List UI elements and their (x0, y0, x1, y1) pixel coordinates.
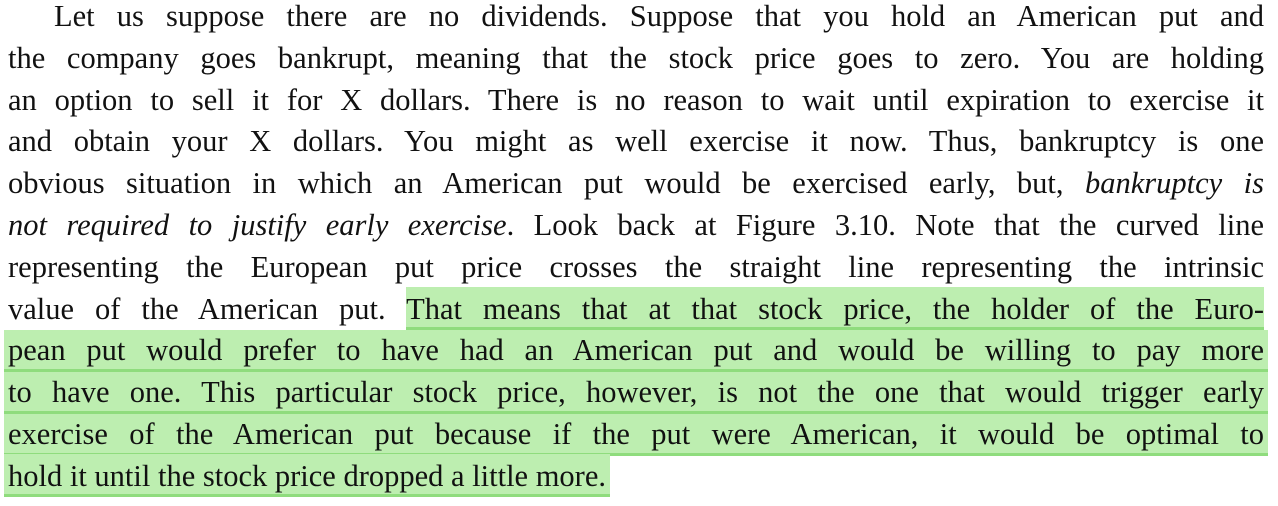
highlighted-text[interactable]: exercise of the American put because if … (8, 416, 1264, 451)
text-segment: obvious situation in which an American p… (8, 166, 1085, 201)
text-segment: and obtain your X dollars. You might as … (8, 124, 1264, 159)
text-line: value of the American put. That means th… (8, 286, 1265, 331)
text-segment: . Look back at Figure 3.10. Note that th… (506, 207, 1264, 242)
text-line: representing the European put price cros… (8, 247, 1264, 289)
text-line: not required to justify early exercise. … (8, 205, 1264, 247)
highlighted-line[interactable]: to have one. This particular stock price… (4, 372, 1268, 414)
text-segment: representing the European put price cros… (8, 249, 1264, 284)
italic-emphasis: bankruptcy is (1084, 166, 1264, 201)
text-line: and obtain your X dollars. You might as … (8, 121, 1264, 163)
text-segment: Let us suppose there are no dividends. S… (54, 0, 1264, 33)
italic-emphasis: not required to justify early exercise (8, 207, 507, 242)
text-line: an option to sell it for X dollars. Ther… (8, 80, 1264, 122)
text-segment: an option to sell it for X dollars. Ther… (8, 82, 1264, 117)
highlighted-text[interactable]: hold it until the stock price dropped a … (4, 453, 610, 497)
highlighted-line[interactable]: exercise of the American put because if … (4, 413, 1268, 456)
text-line: the company goes bankrupt, meaning that … (8, 38, 1264, 80)
text-segment: value of the American put. (8, 291, 407, 326)
highlighted-text[interactable]: pean put would prefer to have had an Ame… (8, 333, 1264, 368)
text-line: obvious situation in which an American p… (8, 163, 1264, 205)
text-segment: the company goes bankrupt, meaning that … (8, 40, 1264, 75)
text-line: Let us suppose there are no dividends. S… (8, 0, 1264, 38)
highlighted-line[interactable]: pean put would prefer to have had an Ame… (4, 330, 1268, 373)
highlighted-text[interactable]: to have one. This particular stock price… (8, 375, 1264, 410)
paragraph: Let us suppose there are no dividends. S… (4, 0, 1268, 498)
highlighted-text[interactable]: That means that at that stock price, the… (406, 286, 1265, 330)
text-line: hold it until the stock price dropped a … (4, 453, 1264, 498)
